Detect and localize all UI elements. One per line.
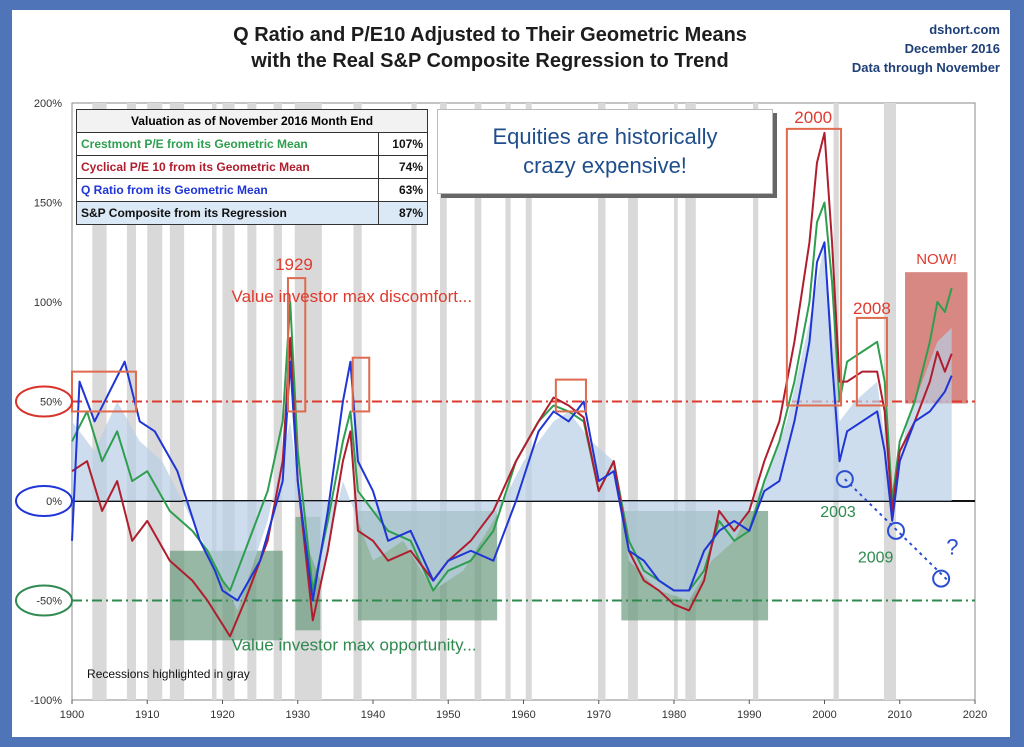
source-data-through: Data through November (851, 60, 1000, 75)
x-tick-label: 1980 (662, 709, 686, 721)
recession-band (126, 103, 136, 700)
highlight-box (785, 127, 843, 407)
y-emphasis-ellipse (15, 485, 73, 517)
highlight-box (286, 277, 307, 413)
label-1929: 1929 (275, 255, 313, 274)
y-tick-label: -100% (30, 695, 62, 707)
row-label: S&P Composite from its Regression (76, 201, 379, 225)
recession-band (525, 103, 532, 700)
y-tick-label: 50% (40, 397, 62, 409)
x-tick-label: 2020 (963, 709, 987, 721)
y-emphasis-ellipse (15, 385, 73, 418)
recession-band (439, 103, 447, 700)
y-emphasis-ellipse (15, 584, 73, 617)
valuation-table-header: Valuation as of November 2016 Month End (76, 109, 428, 133)
series-line-2 (71, 241, 953, 602)
series-sp-composite (72, 242, 952, 611)
x-tick-label: 1900 (60, 709, 84, 721)
chart-title: Q Ratio and P/E10 Adjusted to Their Geom… (170, 22, 810, 74)
y-tick-label: -50% (36, 596, 62, 608)
x-tick-label: 1960 (511, 709, 535, 721)
y-tick-label: 0% (46, 496, 62, 508)
source-block: dshort.com December 2016 Data through No… (852, 20, 1000, 77)
recession-band (883, 103, 896, 700)
title-line-2: with the Real S&P Composite Regression t… (251, 50, 729, 72)
label-max-discomfort: Value investor max discomfort... (232, 287, 473, 306)
y-tick-label: 200% (34, 98, 62, 110)
x-tick-label: 1910 (135, 709, 159, 721)
row-value: 74% (378, 155, 428, 179)
row-value: 107% (378, 132, 428, 156)
table-row: S&P Composite from its Regression 87% (76, 201, 428, 225)
annotations: Value investor max discomfort... Value in… (30, 98, 987, 721)
row-value: 63% (378, 178, 428, 202)
row-label: Q Ratio from its Geometric Mean (76, 178, 379, 202)
y-tick-label: 100% (34, 297, 62, 309)
x-tick-label: 1920 (210, 709, 234, 721)
label-question: ? (946, 535, 958, 560)
table-row: Q Ratio from its Geometric Mean 63% (76, 178, 428, 202)
source-date: December 2016 (904, 41, 1000, 56)
trend-circle (932, 569, 951, 588)
trend-circle (835, 470, 854, 489)
label-now: NOW! (916, 251, 957, 268)
label-recessions: Recessions highlighted in gray (87, 667, 250, 681)
highlight-box (554, 378, 587, 413)
x-tick-label: 1970 (587, 709, 611, 721)
y-tick-label: 150% (34, 198, 62, 210)
highlight-box (855, 316, 888, 407)
x-tick-label: 1930 (286, 709, 310, 721)
table-row: Cyclical P/E 10 from its Geometric Mean … (76, 155, 428, 179)
x-tick-label: 1940 (361, 709, 385, 721)
x-tick-label: 1950 (436, 709, 460, 721)
trend-circle (886, 521, 905, 540)
label-2009: 2009 (858, 550, 894, 567)
source-name: dshort.com (929, 22, 1000, 37)
callout-box: Equities are historically crazy expensiv… (437, 109, 773, 194)
highlight-box (71, 370, 137, 413)
row-value: 87% (378, 201, 428, 225)
series-line-1 (71, 131, 953, 638)
label-2000: 2000 (794, 108, 832, 127)
x-tick-label: 2000 (812, 709, 836, 721)
highlight-box (351, 356, 371, 413)
label-2008: 2008 (853, 299, 891, 318)
recession-band (247, 103, 257, 700)
row-label: Crestmont P/E from its Geometric Mean (76, 132, 379, 156)
valuation-table: Valuation as of November 2016 Month End … (76, 109, 428, 225)
x-tick-label: 1990 (737, 709, 761, 721)
callout-line-2: crazy expensive! (523, 153, 687, 178)
recession-band (505, 103, 511, 700)
recession-band (685, 103, 696, 700)
label-2003: 2003 (820, 504, 856, 521)
table-row: Crestmont P/E from its Geometric Mean 10… (76, 132, 428, 156)
row-label: Cyclical P/E 10 from its Geometric Mean (76, 155, 379, 179)
trend-line (844, 478, 949, 582)
x-tick-label: 2010 (888, 709, 912, 721)
axes (15, 385, 976, 704)
callout-line-1: Equities are historically (492, 124, 718, 149)
title-line-1: Q Ratio and P/E10 Adjusted to Their Geom… (233, 24, 747, 46)
label-max-opportunity: Value investor max opportunity... (232, 635, 477, 654)
